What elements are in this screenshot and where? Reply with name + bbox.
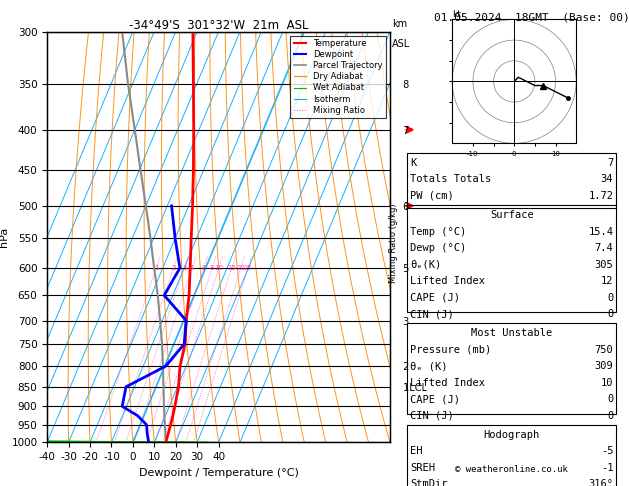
Text: 6: 6 [201, 265, 206, 271]
Text: 10: 10 [214, 265, 223, 271]
Text: 25: 25 [244, 265, 253, 271]
Text: 7.4: 7.4 [594, 243, 613, 253]
Text: 1.72: 1.72 [588, 191, 613, 201]
Legend: Temperature, Dewpoint, Parcel Trajectory, Dry Adiabat, Wet Adiabat, Isotherm, Mi: Temperature, Dewpoint, Parcel Trajectory… [291, 36, 386, 118]
Text: 15.4: 15.4 [588, 226, 613, 237]
Text: Temp (°C): Temp (°C) [410, 226, 466, 237]
Text: 0: 0 [607, 309, 613, 319]
Text: 4: 4 [190, 265, 194, 271]
Text: 01.05.2024  18GMT  (Base: 00): 01.05.2024 18GMT (Base: 00) [433, 12, 629, 22]
X-axis label: Dewpoint / Temperature (°C): Dewpoint / Temperature (°C) [138, 468, 299, 478]
Y-axis label: hPa: hPa [0, 227, 9, 247]
Text: 7: 7 [607, 158, 613, 168]
Text: Lifted Index: Lifted Index [410, 378, 485, 388]
Text: CAPE (J): CAPE (J) [410, 394, 460, 404]
Text: 316°: 316° [588, 479, 613, 486]
Text: Hodograph: Hodograph [484, 430, 540, 440]
Text: -1: -1 [601, 463, 613, 473]
Text: 15: 15 [227, 265, 236, 271]
Text: 2: 2 [171, 265, 175, 271]
Text: Mixing Ratio (g/kg): Mixing Ratio (g/kg) [389, 203, 398, 283]
Text: Totals Totals: Totals Totals [410, 174, 491, 185]
Text: 3: 3 [182, 265, 187, 271]
Title: -34°49'S  301°32'W  21m  ASL: -34°49'S 301°32'W 21m ASL [129, 18, 308, 32]
Text: 34: 34 [601, 174, 613, 185]
Text: 309: 309 [594, 361, 613, 371]
Text: 0: 0 [607, 411, 613, 421]
Text: 305: 305 [594, 260, 613, 270]
Text: K: K [410, 158, 416, 168]
Text: θₑ(K): θₑ(K) [410, 260, 442, 270]
Text: θₑ (K): θₑ (K) [410, 361, 448, 371]
Text: 10: 10 [601, 378, 613, 388]
Text: EH: EH [410, 446, 423, 456]
Text: km: km [392, 19, 407, 30]
Text: Lifted Index: Lifted Index [410, 276, 485, 286]
Text: PW (cm): PW (cm) [410, 191, 454, 201]
Text: CIN (J): CIN (J) [410, 411, 454, 421]
Text: 0: 0 [607, 394, 613, 404]
Text: CIN (J): CIN (J) [410, 309, 454, 319]
Text: Surface: Surface [490, 210, 533, 220]
Text: © weatheronline.co.uk: © weatheronline.co.uk [455, 465, 568, 474]
Text: Pressure (mb): Pressure (mb) [410, 345, 491, 355]
Text: 0: 0 [607, 293, 613, 303]
Text: -5: -5 [601, 446, 613, 456]
Text: 20: 20 [237, 265, 245, 271]
Text: Most Unstable: Most Unstable [471, 328, 552, 338]
Text: StmDir: StmDir [410, 479, 448, 486]
Text: SREH: SREH [410, 463, 435, 473]
Text: Dewp (°C): Dewp (°C) [410, 243, 466, 253]
Text: ASL: ASL [392, 39, 410, 49]
Text: 12: 12 [601, 276, 613, 286]
Text: kt: kt [452, 10, 461, 19]
Text: 8: 8 [210, 265, 214, 271]
Text: 1: 1 [154, 265, 159, 271]
Text: 750: 750 [594, 345, 613, 355]
Text: CAPE (J): CAPE (J) [410, 293, 460, 303]
